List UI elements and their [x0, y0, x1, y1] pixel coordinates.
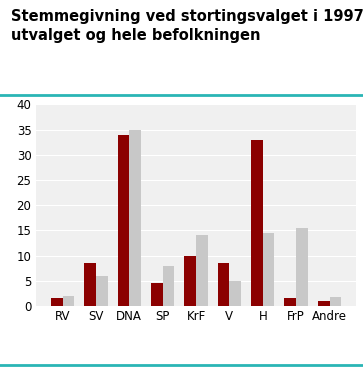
Bar — [318, 301, 330, 306]
Bar — [251, 140, 263, 306]
Bar — [330, 297, 341, 306]
Bar — [285, 298, 296, 306]
Bar — [51, 298, 62, 306]
Bar — [263, 233, 274, 306]
Legend: Eliteutvalg, Befolkning: Eliteutvalg, Befolkning — [87, 369, 305, 373]
Bar — [218, 263, 229, 306]
Bar — [84, 263, 96, 306]
Bar — [151, 283, 163, 306]
Bar — [196, 235, 208, 306]
Bar — [184, 256, 196, 306]
Bar — [129, 129, 141, 306]
Bar — [118, 135, 129, 306]
Bar — [296, 228, 308, 306]
Bar — [163, 266, 174, 306]
Bar — [96, 276, 107, 306]
Bar — [62, 296, 74, 306]
Text: Stemmegivning ved stortingsvalget i 1997 blant elite-
utvalget og hele befolknin: Stemmegivning ved stortingsvalget i 1997… — [11, 9, 363, 43]
Bar — [229, 280, 241, 306]
